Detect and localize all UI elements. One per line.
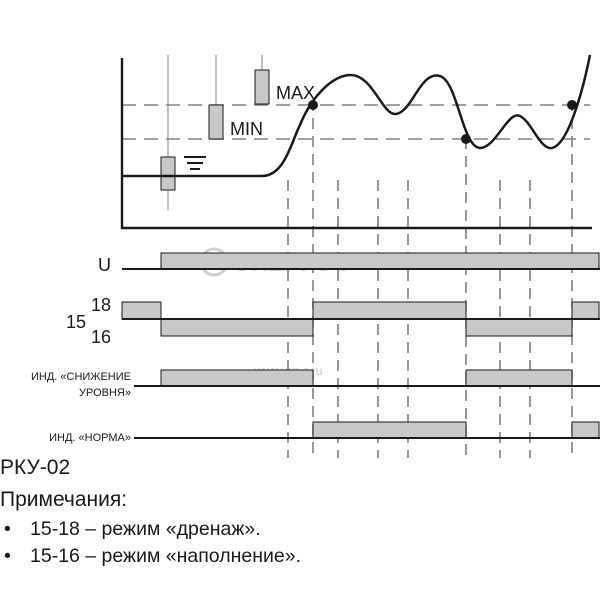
crossing-point: [461, 134, 471, 144]
min-label: MIN: [230, 119, 263, 139]
note-item: • 15-16 – режим «наполнение».: [0, 543, 301, 570]
note-text: 15-16 – режим «наполнение».: [30, 545, 301, 567]
crossing-point: [308, 100, 318, 110]
low-level-indicator-label-line1: ИНД. «СНИЖЕНИЕ: [31, 371, 131, 383]
low-level-indicator-label-line2: УРОВНЯ»: [79, 387, 131, 399]
contact-16-pulse: [160, 318, 314, 337]
probe-lines: [167, 55, 263, 210]
device-model: РКУ-02: [0, 456, 71, 479]
bullet-icon: •: [4, 518, 11, 540]
level-crossing-points: [308, 100, 577, 144]
contact-15-label: 15: [66, 312, 86, 332]
contact-16-pulse: [465, 318, 573, 337]
contact-18-label: 18: [91, 295, 111, 315]
common-probe: [160, 156, 176, 191]
contact-16-label: 16: [91, 327, 111, 347]
crossing-point: [567, 100, 577, 110]
u-label: U: [98, 255, 111, 275]
contact-18-pulse: [571, 301, 600, 320]
contact-18-pulse: [312, 301, 467, 320]
dashed-time-guides: [287, 100, 573, 458]
u-pulse: [160, 252, 600, 270]
timing-diagram: ЭНЕРГО-Р www.en-r.ru: [31, 54, 600, 458]
max-probe: [254, 69, 270, 105]
min-probe: [208, 104, 224, 140]
contact-pulses: [121, 301, 600, 337]
contact-18-pulse: [121, 301, 162, 320]
note-text: 15-18 – режим «дренаж».: [30, 518, 261, 540]
low-level-indicator-pulses: [160, 369, 573, 387]
max-label: MAX: [276, 83, 315, 103]
ground-symbol-icon: [184, 156, 206, 170]
level-graph-axes: [120, 58, 592, 230]
bullet-icon: •: [4, 545, 11, 567]
notes-title: Примечания:: [0, 488, 128, 511]
probes: [160, 69, 270, 191]
normal-indicator-pulses: [312, 421, 600, 439]
normal-indicator-label: ИНД. «НОРМА»: [49, 432, 131, 444]
notes-list: • 15-18 – режим «дренаж». • 15-16 – режим …: [0, 516, 301, 570]
level-lines: [122, 104, 590, 140]
note-item: • 15-18 – режим «дренаж».: [0, 516, 301, 543]
